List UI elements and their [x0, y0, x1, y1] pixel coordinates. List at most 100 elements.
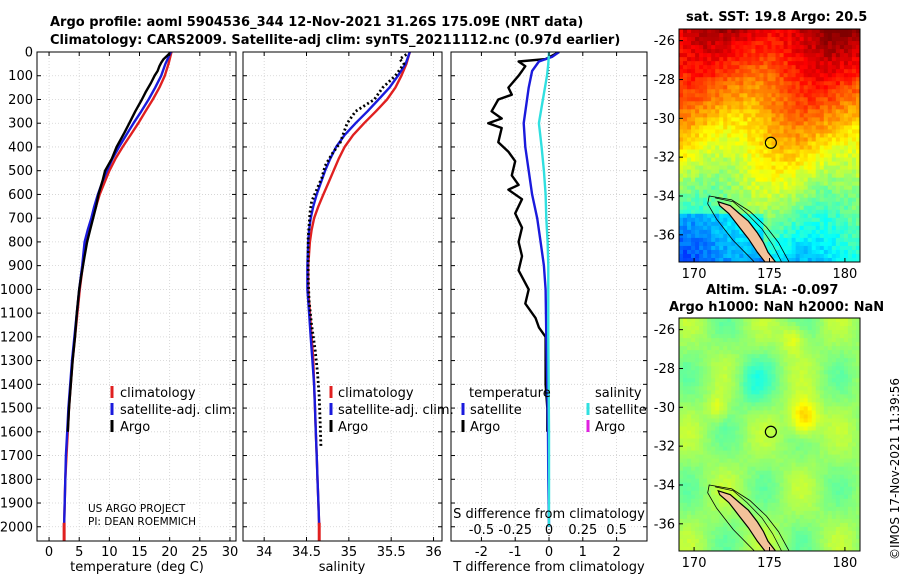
heat-cell: [703, 225, 708, 231]
heat-cell: [839, 97, 845, 102]
heat-cell: [739, 534, 744, 540]
y-tick-label: 200: [8, 93, 33, 108]
heat-cell: [835, 73, 841, 78]
heat-cell: [763, 490, 769, 496]
heat-cell: [695, 81, 700, 86]
heat-cell: [799, 241, 805, 247]
heat-cell: [795, 418, 801, 424]
heat-cell: [807, 350, 813, 355]
heat-cell: [835, 113, 841, 118]
heat-cell: [763, 358, 769, 363]
heat-cell: [719, 318, 724, 323]
heat-cell: [699, 197, 704, 203]
heat-cell: [719, 346, 724, 351]
heat-cell: [695, 61, 700, 66]
heat-cell: [783, 173, 789, 179]
heat-cell: [691, 450, 696, 456]
heat-cell: [707, 354, 712, 359]
heat-cell: [743, 350, 748, 355]
heat-cell: [735, 85, 740, 90]
heat-cell: [851, 69, 857, 74]
heat-cell: [771, 490, 777, 496]
heat-cell: [715, 498, 720, 504]
heat-cell: [775, 101, 781, 106]
heat-cell: [819, 205, 825, 211]
heat-cell: [707, 442, 712, 448]
heat-cell: [827, 221, 833, 227]
heat-cell: [719, 109, 724, 114]
heat-cell: [819, 181, 825, 187]
heat-cell: [691, 434, 696, 440]
heat-cell: [723, 322, 728, 327]
heat-cell: [751, 97, 757, 102]
heat-cell: [723, 394, 728, 399]
heat-cell: [763, 350, 769, 355]
heat-cell: [799, 193, 805, 199]
heat-cell: [755, 181, 761, 187]
series-climatology: [307, 52, 411, 541]
heat-cell: [727, 213, 732, 219]
heat-cell: [851, 101, 857, 106]
heat-cell: [807, 57, 813, 62]
heat-cell: [727, 514, 732, 520]
heat-cell: [835, 217, 841, 223]
heat-cell: [691, 386, 696, 391]
heat-cell: [695, 530, 700, 536]
heat-cell: [743, 422, 748, 428]
heat-cell: [819, 93, 825, 98]
heat-cell: [723, 434, 728, 440]
heat-cell: [775, 330, 781, 335]
heat-cell: [683, 322, 688, 327]
heat-cell: [831, 169, 837, 175]
heat-cell: [695, 498, 700, 504]
heat-cell: [851, 93, 857, 98]
heat-cell: [799, 61, 805, 66]
heat-cell: [711, 410, 716, 416]
heat-cell: [735, 161, 740, 167]
heat-cell: [779, 77, 785, 82]
heat-cell: [807, 237, 813, 243]
heat-cell: [807, 434, 813, 440]
heat-cell: [779, 65, 785, 70]
heat-cell: [759, 125, 765, 131]
heat-cell: [679, 233, 684, 239]
heat-cell: [827, 89, 833, 94]
heat-cell: [731, 125, 736, 131]
heat-cell: [795, 85, 801, 90]
heat-cell: [751, 434, 757, 440]
heat-cell: [723, 229, 728, 235]
heat-cell: [751, 482, 757, 488]
heat-cell: [711, 426, 716, 432]
difference-legend: temperature satellite Argo salinity sate…: [461, 386, 647, 435]
heat-cell: [787, 502, 793, 508]
heat-cell: [847, 169, 853, 175]
heat-cell: [823, 41, 829, 46]
heat-cell: [751, 193, 757, 199]
heat-cell: [707, 406, 712, 411]
heat-cell: [787, 253, 793, 259]
heat-cell: [759, 225, 765, 231]
heat-cell: [815, 330, 821, 335]
heat-cell: [719, 37, 724, 42]
heat-cell: [683, 49, 688, 54]
heat-cell: [823, 57, 829, 62]
heat-cell: [691, 257, 696, 262]
heat-cell: [847, 141, 853, 147]
heat-cell: [851, 137, 857, 143]
heat-cell: [823, 53, 829, 58]
heat-cell: [695, 137, 700, 143]
heat-cell: [843, 109, 849, 114]
heat-cell: [811, 201, 817, 207]
heat-cell: [687, 253, 692, 259]
heat-cell: [779, 438, 785, 444]
heat-cell: [835, 229, 841, 235]
heat-cell: [799, 109, 805, 114]
heat-cell: [731, 197, 736, 203]
heat-cell: [703, 414, 708, 420]
heat-cell: [791, 161, 797, 167]
heat-cell: [687, 434, 692, 440]
heat-cell: [775, 189, 781, 195]
heat-cell: [815, 101, 821, 106]
heat-cell: [823, 101, 829, 106]
heat-cell: [735, 322, 740, 327]
